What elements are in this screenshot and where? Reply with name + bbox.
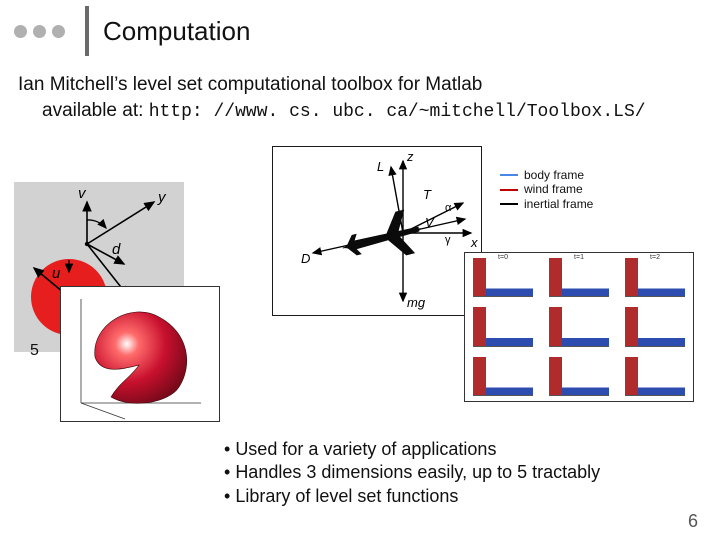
- grid-cell: [617, 302, 693, 351]
- frame-legend: body frame wind frame inertial frame: [500, 168, 700, 211]
- mini-axes: [549, 357, 610, 396]
- aircraft-svg: z L x T V α γ D mg: [273, 147, 481, 315]
- mini-axes: [625, 357, 686, 396]
- surface-svg: [61, 287, 219, 421]
- surface-blob: [95, 312, 187, 403]
- grid-cell: t=0: [465, 253, 541, 302]
- grid-cell: t=1: [541, 253, 617, 302]
- mini-axes: [549, 258, 610, 297]
- swatch-inertial: [500, 203, 518, 205]
- slide: Computation Ian Mitchell’s level set com…: [0, 0, 720, 540]
- grid-cell: [617, 352, 693, 401]
- label-T: T: [423, 187, 432, 202]
- five-label: 5: [30, 342, 39, 360]
- label-alpha: α: [445, 202, 452, 214]
- label-L: L: [377, 159, 384, 174]
- mini-axes: [625, 307, 686, 346]
- dot-icon: [52, 25, 65, 38]
- bullet-item: Library of level set functions: [224, 485, 600, 508]
- label-z: z: [406, 149, 414, 164]
- grid-cell: t=2: [617, 253, 693, 302]
- title-vertical-rule: [85, 6, 89, 56]
- mini-axes: [473, 357, 534, 396]
- mini-axes: [549, 307, 610, 346]
- dot-icon: [33, 25, 46, 38]
- grid-cell: [465, 352, 541, 401]
- page-title: Computation: [103, 16, 250, 47]
- axis3d-y: [81, 403, 125, 419]
- aircraft-force-diagram: z L x T V α γ D mg: [272, 146, 482, 316]
- toolbox-url: http: //www. cs. ubc. ca/~mitchell/Toolb…: [149, 102, 646, 122]
- grid-cell: [541, 352, 617, 401]
- intro-text: Ian Mitchell’s level set computational t…: [18, 72, 702, 124]
- legend-wind-label: wind frame: [524, 182, 583, 196]
- bullet-item: Handles 3 dimensions easily, up to 5 tra…: [224, 461, 600, 484]
- airplane-icon: [338, 207, 426, 269]
- small-multiples-grid: t=0 t=1 t=2: [464, 252, 694, 402]
- legend-inertial-label: inertial frame: [524, 197, 593, 211]
- swatch-body: [500, 174, 518, 176]
- intro-line2: available at: http: //www. cs. ubc. ca/~…: [42, 98, 702, 124]
- level-set-surface: [60, 286, 220, 422]
- legend-body-frame: body frame: [500, 168, 700, 182]
- legend-wind-frame: wind frame: [500, 182, 700, 196]
- label-V: V: [425, 215, 435, 230]
- dot-icon: [14, 25, 27, 38]
- grid-cell: [541, 302, 617, 351]
- legend-body-label: body frame: [524, 168, 584, 182]
- title-bar: Computation: [0, 14, 720, 48]
- label-u: u: [52, 265, 61, 282]
- mini-axes: [473, 307, 534, 346]
- label-d: d: [112, 241, 121, 258]
- mini-axes: [473, 258, 534, 297]
- intro-prefix: available at:: [42, 100, 149, 121]
- mini-axes: [625, 258, 686, 297]
- page-number: 6: [688, 511, 698, 532]
- title-dots: [14, 25, 65, 38]
- legend-inertial-frame: inertial frame: [500, 197, 700, 211]
- label-x: x: [470, 235, 478, 250]
- label-mg: mg: [407, 295, 426, 310]
- label-gamma: γ: [445, 234, 451, 246]
- grid-cell: [465, 302, 541, 351]
- swatch-wind: [500, 189, 518, 191]
- label-D: D: [301, 251, 310, 266]
- bullet-list: Used for a variety of applications Handl…: [224, 438, 600, 508]
- pivot-dot: [85, 242, 89, 246]
- intro-line1: Ian Mitchell’s level set computational t…: [18, 72, 702, 98]
- bullet-item: Used for a variety of applications: [224, 438, 600, 461]
